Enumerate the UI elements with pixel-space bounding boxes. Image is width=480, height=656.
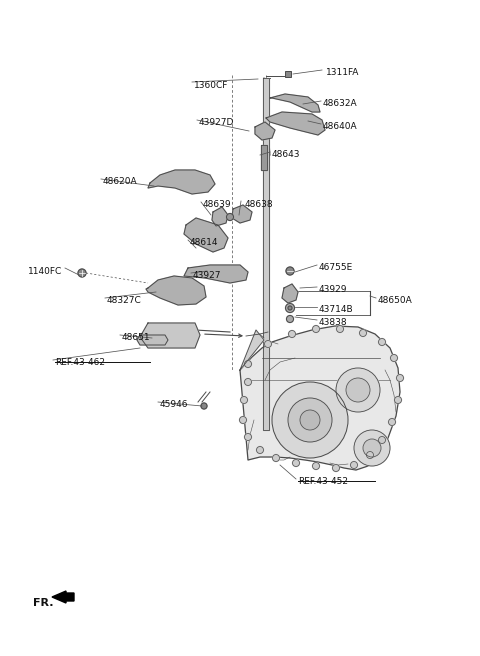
Polygon shape (240, 326, 400, 470)
Circle shape (288, 306, 292, 310)
Circle shape (336, 325, 344, 333)
Text: REF.43-452: REF.43-452 (298, 477, 348, 486)
Polygon shape (240, 330, 264, 370)
Text: 1311FA: 1311FA (326, 68, 360, 77)
Polygon shape (261, 145, 267, 170)
Polygon shape (140, 323, 200, 348)
Text: 48614: 48614 (190, 238, 218, 247)
Circle shape (272, 382, 348, 458)
Circle shape (336, 368, 380, 412)
Polygon shape (255, 122, 275, 140)
Circle shape (395, 396, 401, 403)
Circle shape (312, 462, 320, 470)
Polygon shape (52, 591, 74, 603)
Text: FR.: FR. (33, 598, 53, 608)
Circle shape (396, 375, 404, 382)
Text: 43927D: 43927D (199, 118, 234, 127)
Circle shape (240, 417, 247, 424)
Polygon shape (282, 284, 298, 303)
Circle shape (333, 464, 339, 472)
Circle shape (286, 267, 294, 275)
Text: 43714B: 43714B (319, 305, 354, 314)
Circle shape (360, 329, 367, 337)
Text: 43929: 43929 (319, 285, 348, 294)
Circle shape (264, 340, 272, 348)
Circle shape (273, 455, 279, 462)
Text: 45946: 45946 (160, 400, 189, 409)
Circle shape (244, 379, 252, 386)
Circle shape (388, 419, 396, 426)
Text: 48639: 48639 (203, 200, 232, 209)
Polygon shape (184, 265, 248, 283)
Circle shape (240, 396, 248, 403)
Polygon shape (148, 170, 215, 194)
Text: 48640A: 48640A (323, 122, 358, 131)
Bar (285, 71, 291, 77)
Polygon shape (146, 276, 206, 305)
Circle shape (244, 434, 252, 440)
Circle shape (244, 361, 252, 367)
Circle shape (391, 354, 397, 361)
Text: 48643: 48643 (272, 150, 300, 159)
Circle shape (287, 316, 293, 323)
Circle shape (201, 403, 207, 409)
Text: 48651: 48651 (122, 333, 151, 342)
Circle shape (286, 304, 295, 312)
Polygon shape (137, 335, 168, 345)
Text: 1360CF: 1360CF (194, 81, 228, 90)
Circle shape (379, 338, 385, 346)
Polygon shape (184, 218, 228, 252)
Circle shape (288, 331, 296, 337)
Circle shape (300, 410, 320, 430)
Circle shape (354, 430, 390, 466)
Circle shape (367, 451, 373, 459)
Circle shape (379, 436, 385, 443)
Circle shape (312, 325, 320, 333)
Polygon shape (266, 112, 325, 135)
Polygon shape (232, 205, 252, 223)
Circle shape (350, 462, 358, 468)
Text: 43927: 43927 (193, 271, 221, 280)
Text: 48327C: 48327C (107, 296, 142, 305)
Circle shape (346, 378, 370, 402)
Text: 48638: 48638 (245, 200, 274, 209)
Polygon shape (270, 94, 320, 112)
Text: 43838: 43838 (319, 318, 348, 327)
Circle shape (256, 447, 264, 453)
Text: 48620A: 48620A (103, 177, 138, 186)
Circle shape (292, 459, 300, 466)
Circle shape (288, 398, 332, 442)
Text: 48632A: 48632A (323, 99, 358, 108)
Text: 1140FC: 1140FC (28, 267, 62, 276)
Circle shape (227, 213, 233, 220)
Text: 46755E: 46755E (319, 263, 353, 272)
Circle shape (78, 269, 86, 277)
Circle shape (363, 439, 381, 457)
Polygon shape (263, 78, 269, 430)
Text: 48650A: 48650A (378, 296, 413, 305)
Polygon shape (212, 207, 228, 226)
Text: REF.43-462: REF.43-462 (55, 358, 105, 367)
